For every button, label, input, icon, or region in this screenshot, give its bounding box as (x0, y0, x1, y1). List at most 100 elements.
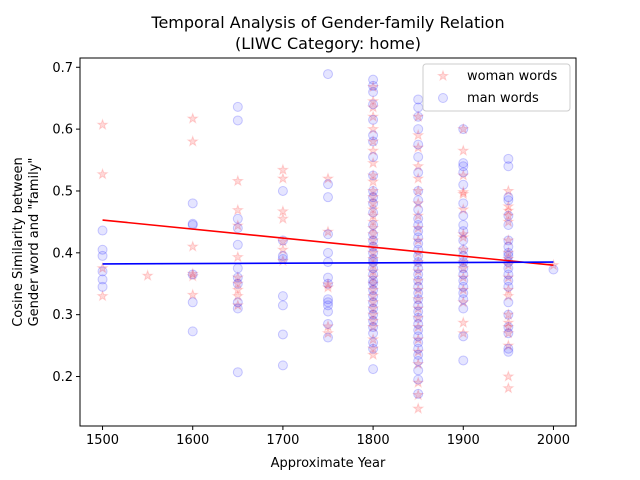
man-words-point (368, 198, 379, 209)
woman-words-point (457, 295, 470, 308)
woman-words-point (366, 100, 380, 113)
man-words-point (503, 192, 514, 203)
woman-words-point (186, 134, 199, 147)
man-words-point (503, 219, 514, 230)
man-words-point (413, 306, 424, 317)
woman-words-point (457, 144, 470, 157)
woman-words-point (366, 122, 380, 135)
man-words-point (323, 272, 333, 283)
man-words-point (277, 360, 288, 371)
woman-words-point (366, 196, 380, 209)
y-axis-label-line-1: Cosine Similarity between (11, 157, 26, 327)
woman-words-point (411, 184, 425, 197)
x-axis: 1500 1600 1700 1800 1900 2000 (86, 426, 570, 448)
man-words-point (458, 331, 469, 342)
man-words-point (413, 167, 424, 178)
woman-words-point (366, 277, 380, 290)
man-words-point (503, 269, 514, 280)
y-tick-label: 0.5 (52, 184, 73, 199)
man-words-point (458, 244, 469, 255)
man-words-point (232, 297, 243, 308)
man-words-point (458, 167, 469, 178)
man-words-point (413, 226, 424, 237)
woman-words-point (366, 271, 380, 283)
man-words-point (368, 192, 379, 203)
woman-words-point (502, 233, 515, 246)
woman-words-point (411, 311, 425, 324)
woman-words-trend-line (102, 219, 554, 266)
man-words-point (458, 294, 469, 305)
woman-words-point (366, 168, 380, 181)
woman-words-point (457, 122, 470, 135)
trend-lines (102, 219, 554, 266)
woman-words-point (411, 345, 425, 358)
woman-words-point (366, 342, 380, 354)
man-words-point (458, 269, 469, 280)
man-words-point (458, 219, 469, 230)
man-words-point (368, 207, 379, 218)
man-words-point (368, 229, 379, 240)
woman-words-point (366, 94, 380, 107)
man-words-point (368, 309, 379, 320)
man-words-point (458, 235, 469, 246)
man-words-point (458, 124, 469, 135)
man-words-point (323, 318, 333, 329)
woman-words-point (366, 215, 380, 228)
woman-words-point (502, 209, 515, 221)
woman-words-point (321, 225, 335, 238)
man-words-point (323, 278, 333, 289)
man-words-point (548, 264, 559, 275)
man-words-point (413, 356, 424, 367)
man-words-point (413, 374, 424, 385)
man-words-point (277, 300, 288, 311)
man-words-point (413, 281, 424, 292)
man-words-point (413, 318, 424, 329)
woman-words-point (411, 159, 425, 172)
man-words-point (368, 328, 379, 339)
man-words-point (97, 244, 108, 255)
man-words-point (413, 312, 424, 323)
man-words-point (368, 269, 379, 280)
woman-words-point (276, 204, 290, 217)
woman-words-point (276, 235, 290, 247)
man-words-point (503, 322, 514, 333)
man-words-point (368, 364, 379, 375)
man-words-point (503, 297, 514, 308)
woman-words-point (366, 144, 380, 157)
woman-words-point (502, 246, 515, 259)
man-words-point (503, 275, 514, 286)
woman-words-point (231, 283, 245, 296)
y-axis-label: Cosine Similarity between Gender word an… (11, 157, 42, 327)
man-words-point (187, 198, 198, 209)
man-words-point (458, 161, 469, 172)
man-words-point (368, 247, 379, 258)
man-words-point (413, 219, 424, 230)
man-words-point (458, 263, 469, 274)
woman-words-point (411, 141, 425, 153)
man-words-point (187, 269, 198, 280)
woman-words-point (411, 301, 425, 314)
woman-words-point (276, 163, 290, 176)
woman-words-point (411, 128, 425, 141)
man-words-point (503, 328, 514, 339)
woman-words-point (366, 110, 380, 123)
woman-words-point (231, 289, 245, 302)
plot-frame (79, 57, 577, 427)
woman-words-point (186, 240, 199, 252)
man-words-point (413, 331, 424, 342)
man-words-point (368, 263, 379, 274)
woman-words-point (502, 339, 515, 351)
man-words-point (503, 210, 514, 221)
woman-words-point (502, 369, 515, 382)
man-words-point (368, 87, 379, 98)
man-words-point (97, 225, 108, 236)
legend-marker-woman-words (436, 69, 450, 82)
chart-title-line-1: Temporal Analysis of Gender-family Relat… (150, 13, 504, 32)
woman-words-point (366, 156, 380, 169)
man-words-point (413, 300, 424, 311)
man-words-point (503, 235, 514, 246)
man-words-point (458, 288, 469, 299)
man-words-point (232, 115, 243, 126)
woman-words-point (366, 227, 380, 240)
man-words-point (323, 297, 333, 308)
